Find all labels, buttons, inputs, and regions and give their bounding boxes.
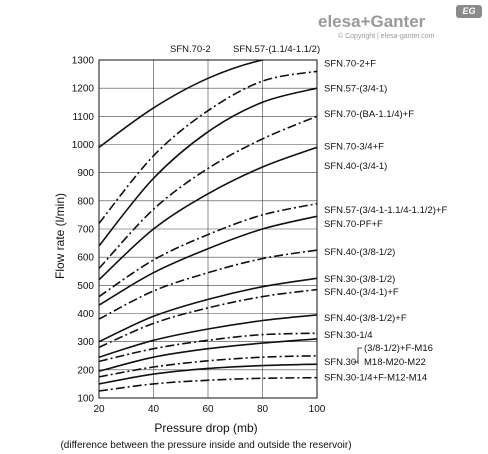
top-label-sfn70-2: SFN.70-2 xyxy=(170,44,211,55)
x-tick-label: 80 xyxy=(257,404,269,415)
y-tick-label: 400 xyxy=(77,309,94,320)
series-labels: SFN.70-2+F SFN.57-(3/4-1) SFN.70-(BA-1.1/4… xyxy=(324,58,447,383)
series-line xyxy=(99,146,317,281)
y-tick-label: 600 xyxy=(77,253,94,264)
series-line xyxy=(99,215,317,306)
bracket-line-2: M18-M20-M22 xyxy=(364,357,426,368)
y-tick-label: 500 xyxy=(77,281,94,292)
series-label: SFN.40-(3/4-1)+F xyxy=(324,287,399,298)
series-label: SFN.40-(3/8-1/2)+F xyxy=(324,313,407,324)
y-tick-label: 1300 xyxy=(72,56,95,67)
series-label: SFN.57-(3/4-1) xyxy=(324,84,387,95)
brand-logo-mark: elesa+Ganter © Copyright | elesa-ganter.… xyxy=(318,12,435,40)
series-label: SFN.40-(3/8-1/2) xyxy=(324,247,395,258)
brand-badge: EG xyxy=(456,5,482,18)
series-label: SFN.30-(3/8-1/2) xyxy=(324,274,395,285)
series-line xyxy=(99,355,317,378)
series-line xyxy=(99,332,317,363)
series-label: SFN.70-2+F xyxy=(324,58,376,69)
bracket-line xyxy=(353,347,362,364)
y-tick-label: 700 xyxy=(77,225,94,236)
series-line xyxy=(99,363,317,385)
series-line xyxy=(99,338,317,372)
series-label: SFN.30-1/4 xyxy=(324,330,373,341)
bracket-label: SFN.30 xyxy=(324,357,356,368)
brand-logo: elesa+Ganter © Copyright | elesa-ganter.… xyxy=(318,10,468,40)
series-label: SFN.57-(3/4-1-1.1/4-1.1/2)+F xyxy=(324,205,447,216)
series-label: SFN.70-(BA-1.1/4)+F xyxy=(324,109,414,120)
series-label: SFN.70-3/4+F xyxy=(324,141,384,152)
series-line xyxy=(99,60,267,148)
brand-copyright: © Copyright | elesa-ganter.com xyxy=(338,32,435,40)
series-line xyxy=(99,277,317,343)
bracket-group: SFN.30 (3/8-1/2)+F-M16 M18-M20-M22 xyxy=(324,343,433,368)
series-label: SFN.70-PF+F xyxy=(324,219,383,230)
brand-name: elesa+Ganter xyxy=(318,12,426,31)
series-lines xyxy=(99,60,317,392)
series-label: SFN.40-(3/4-1) xyxy=(324,161,387,172)
y-tick-labels: 100 200 300 400 500 600 700 800 900 1000 1100 1200 1… xyxy=(72,56,95,405)
y-tick-label: 1100 xyxy=(72,112,94,123)
y-tick-label: 1000 xyxy=(72,140,95,151)
y-tick-label: 100 xyxy=(77,394,94,405)
x-axis-title: Pressure drop (mb) xyxy=(154,421,257,435)
x-tick-label: 60 xyxy=(202,404,214,415)
series-label: SFN.30-1/4+F-M12-M14 xyxy=(324,372,427,383)
x-tick-label: 100 xyxy=(309,404,326,415)
series-line xyxy=(99,376,317,392)
y-tick-label: 200 xyxy=(77,365,94,376)
series-line xyxy=(99,314,317,358)
series-line xyxy=(99,87,317,247)
y-axis-title: Flow rate (l/min) xyxy=(53,193,67,279)
y-tick-label: 800 xyxy=(77,196,94,207)
series-line xyxy=(99,115,317,269)
y-tick-label: 900 xyxy=(77,168,94,179)
series-line xyxy=(99,202,317,298)
x-tick-label: 20 xyxy=(93,404,105,415)
bracket-line-1: (3/8-1/2)+F-M16 xyxy=(364,343,433,354)
x-tick-labels: 20 40 60 80 100 xyxy=(93,404,325,415)
top-label-sfn57: SFN.57-(1.1/4-1.1/2) xyxy=(233,44,320,55)
series-line xyxy=(99,288,317,349)
y-tick-label: 1200 xyxy=(72,84,95,95)
plot-frame xyxy=(98,59,318,399)
series-line xyxy=(99,70,317,224)
x-tick-label: 40 xyxy=(148,404,160,415)
x-axis-note: (difference between the pressure inside … xyxy=(60,440,351,451)
series-line xyxy=(99,249,317,320)
y-tick-label: 300 xyxy=(77,337,94,348)
